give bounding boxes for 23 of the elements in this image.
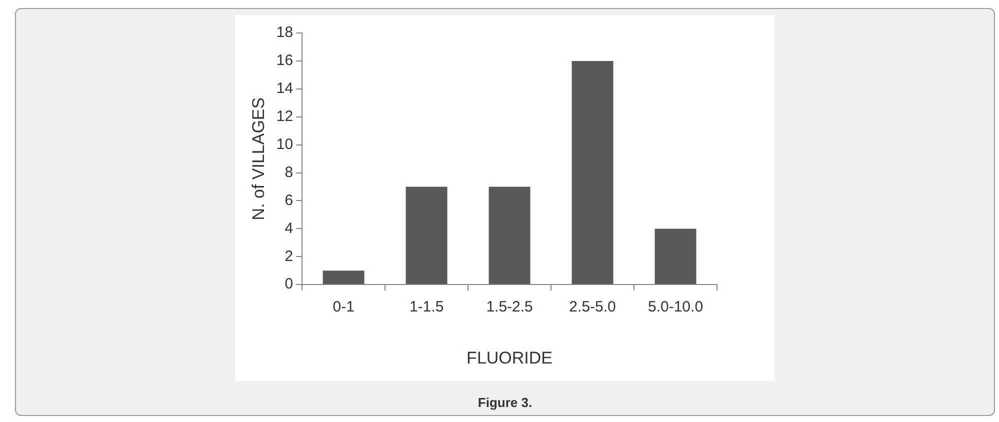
y-tick-label: 8: [284, 164, 294, 181]
y-tick-label: 16: [276, 52, 294, 70]
bar: [654, 228, 696, 284]
y-tick-label: 18: [276, 24, 294, 42]
x-tick-label: 5.0-10.0: [648, 298, 704, 316]
y-tick-label: 2: [284, 248, 294, 265]
x-tick-label: 2.5-5.0: [569, 298, 616, 316]
y-tick-label: 10: [276, 136, 294, 153]
x-axis-title: FLUORIDE: [466, 348, 553, 368]
x-tick-label: 1-1.5: [409, 298, 444, 316]
y-tick-label: 0: [284, 276, 294, 293]
y-tick-label: 6: [284, 192, 294, 209]
y-axis-title: N. of VILLAGES: [248, 97, 268, 220]
x-tick-label: 0-1: [332, 298, 354, 316]
y-tick-label: 14: [276, 80, 294, 98]
caption: Figure 3.: [476, 395, 534, 410]
bar: [406, 186, 448, 284]
y-tick-label: 12: [276, 108, 294, 126]
bar: [488, 186, 530, 284]
x-tick-label: 1.5-2.5: [486, 298, 533, 316]
y-tick-label: 4: [284, 220, 294, 237]
bar: [322, 270, 364, 284]
bar: [572, 60, 614, 284]
